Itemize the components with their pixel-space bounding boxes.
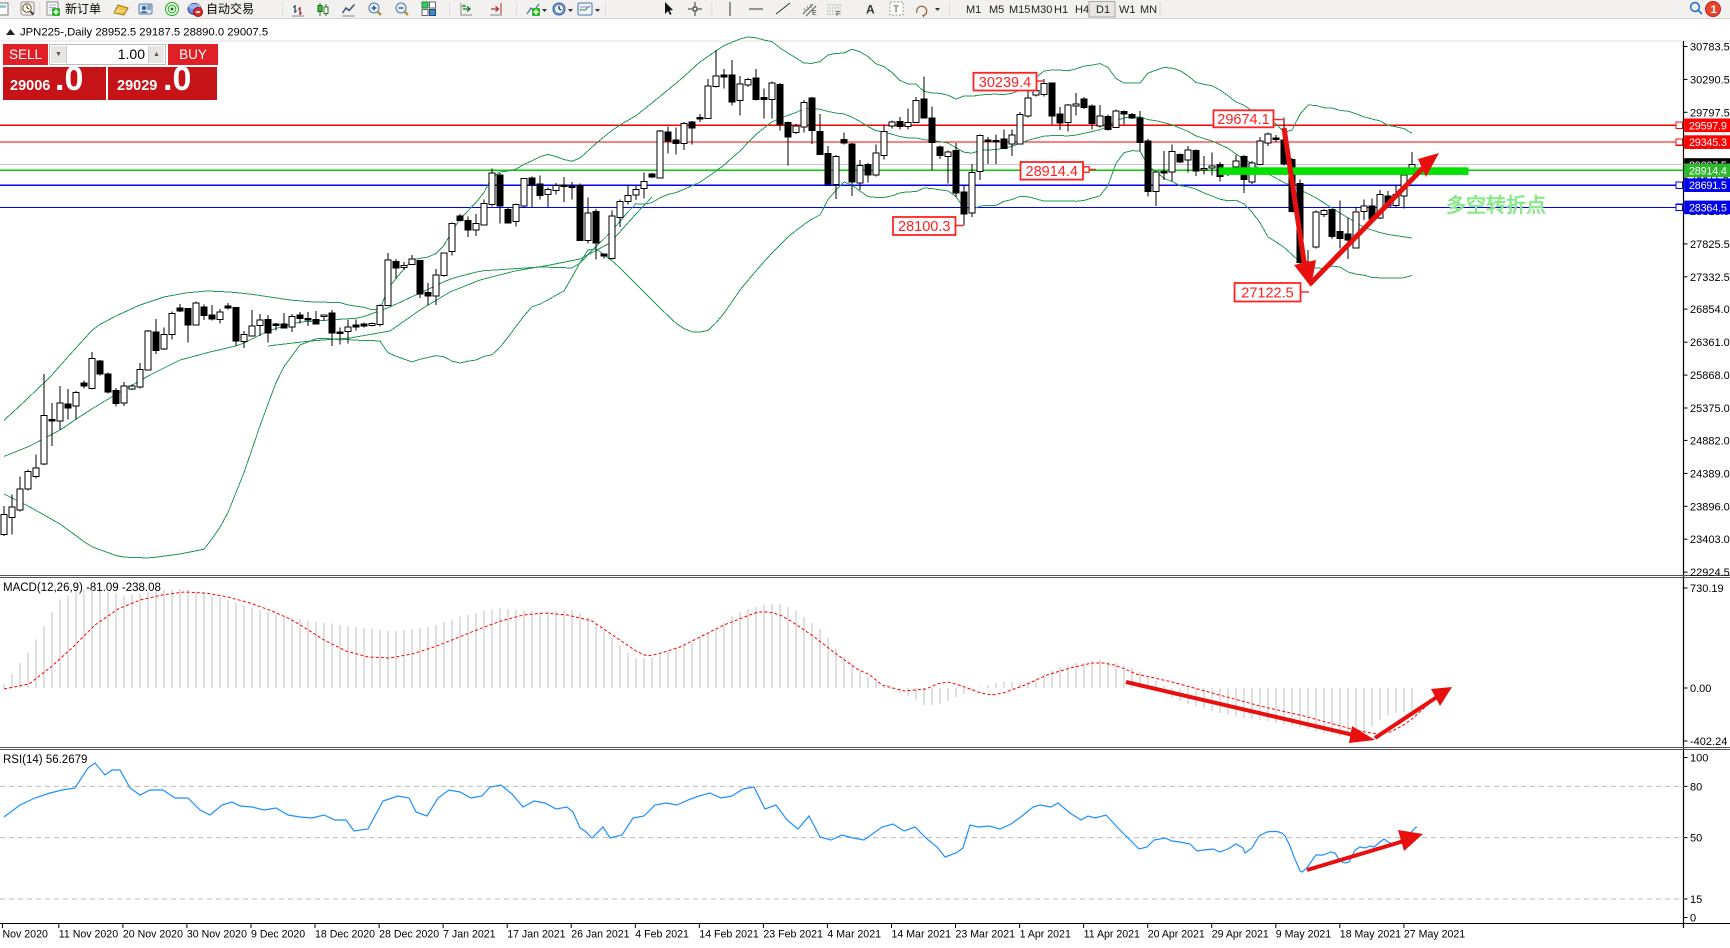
svg-text:新订单: 新订单	[65, 1, 101, 16]
svg-text:F: F	[836, 11, 840, 18]
svg-text:28691.5: 28691.5	[1689, 180, 1727, 192]
svg-text:30239.4: 30239.4	[979, 75, 1031, 91]
svg-text:MN: MN	[1140, 4, 1157, 16]
svg-text:100: 100	[1690, 753, 1708, 765]
svg-text:28914.4: 28914.4	[1026, 164, 1078, 180]
svg-text:730.19: 730.19	[1690, 583, 1724, 595]
svg-text:自动交易: 自动交易	[206, 1, 254, 16]
svg-text:22924.5: 22924.5	[1690, 567, 1730, 579]
svg-text:H4: H4	[1075, 4, 1089, 16]
svg-text:1 Apr 2021: 1 Apr 2021	[1020, 929, 1071, 941]
svg-text:23 Feb 2021: 23 Feb 2021	[763, 929, 823, 941]
svg-text:24389.0: 24389.0	[1690, 468, 1730, 480]
svg-text:23403.0: 23403.0	[1690, 534, 1730, 546]
svg-text:T: T	[893, 5, 899, 16]
svg-text:29345.3: 29345.3	[1689, 137, 1727, 149]
svg-text:20 Apr 2021: 20 Apr 2021	[1148, 929, 1205, 941]
svg-text:M30: M30	[1031, 4, 1052, 16]
svg-text:28914.4: 28914.4	[1689, 165, 1727, 177]
svg-text:27332.5: 27332.5	[1690, 272, 1730, 284]
svg-text:E: E	[812, 10, 817, 17]
svg-text:A: A	[866, 3, 875, 17]
svg-text:25375.0: 25375.0	[1690, 403, 1730, 415]
svg-text:80: 80	[1690, 781, 1702, 793]
svg-text:0.00: 0.00	[1690, 683, 1711, 695]
svg-text:28364.5: 28364.5	[1689, 202, 1727, 214]
svg-text:M1: M1	[966, 4, 981, 16]
svg-text:JPN225-,Daily 28952.5 29187.5: JPN225-,Daily 28952.5 29187.5 28890.0 29…	[20, 27, 268, 39]
svg-text:30 Nov 2020: 30 Nov 2020	[187, 929, 247, 941]
svg-text:29674.1: 29674.1	[1217, 112, 1269, 128]
svg-text:MACD(12,26,9) -81.09 -238.08: MACD(12,26,9) -81.09 -238.08	[3, 582, 161, 594]
svg-text:15: 15	[1690, 894, 1702, 906]
svg-text:26 Jan 2021: 26 Jan 2021	[571, 929, 629, 941]
svg-text:30290.5: 30290.5	[1690, 74, 1730, 86]
svg-text:28 Dec 2020: 28 Dec 2020	[379, 929, 439, 941]
svg-text:9 Dec 2020: 9 Dec 2020	[251, 929, 305, 941]
svg-text:20 Nov 2020: 20 Nov 2020	[123, 929, 183, 941]
svg-text:27825.5: 27825.5	[1690, 239, 1730, 251]
svg-text:Nov 2020: Nov 2020	[3, 929, 48, 941]
svg-text:17 Jan 2021: 17 Jan 2021	[507, 929, 565, 941]
svg-text:27122.5: 27122.5	[1241, 285, 1293, 301]
svg-text:-402.24: -402.24	[1690, 736, 1727, 748]
svg-text:4 Feb 2021: 4 Feb 2021	[635, 929, 689, 941]
svg-text:23896.0: 23896.0	[1690, 501, 1730, 513]
svg-text:29 Apr 2021: 29 Apr 2021	[1212, 929, 1269, 941]
svg-text:W1: W1	[1119, 4, 1136, 16]
svg-text:M5: M5	[989, 4, 1004, 16]
svg-text:25868.0: 25868.0	[1690, 370, 1730, 382]
svg-text:18 Dec 2020: 18 Dec 2020	[315, 929, 375, 941]
svg-text:1: 1	[1711, 4, 1717, 16]
svg-text:7 Jan 2021: 7 Jan 2021	[443, 929, 496, 941]
svg-text:9 May 2021: 9 May 2021	[1276, 929, 1331, 941]
svg-text:0: 0	[1690, 913, 1696, 925]
svg-text:18 May 2021: 18 May 2021	[1340, 929, 1401, 941]
svg-text:30783.5: 30783.5	[1690, 42, 1730, 54]
svg-text:29797.5: 29797.5	[1690, 107, 1730, 119]
svg-text:14 Mar 2021: 14 Mar 2021	[892, 929, 952, 941]
svg-text:24882.0: 24882.0	[1690, 435, 1730, 447]
svg-text:11 Nov 2020: 11 Nov 2020	[59, 929, 118, 941]
svg-text:26854.0: 26854.0	[1690, 304, 1730, 316]
svg-text:23 Mar 2021: 23 Mar 2021	[956, 929, 1016, 941]
svg-text:14 Feb 2021: 14 Feb 2021	[699, 929, 759, 941]
svg-text:11 Apr 2021: 11 Apr 2021	[1084, 929, 1140, 941]
svg-text:D1: D1	[1096, 4, 1110, 16]
svg-text:27 May 2021: 27 May 2021	[1404, 929, 1465, 941]
svg-text:29597.9: 29597.9	[1689, 120, 1727, 132]
svg-text:M15: M15	[1009, 4, 1030, 16]
svg-text:多空转折点: 多空转折点	[1446, 193, 1546, 217]
svg-text:RSI(14) 56.2679: RSI(14) 56.2679	[3, 754, 87, 766]
svg-text:4 Mar 2021: 4 Mar 2021	[827, 929, 881, 941]
svg-text:28100.3: 28100.3	[898, 219, 950, 235]
svg-text:50: 50	[1690, 833, 1702, 845]
svg-text:26361.0: 26361.0	[1690, 337, 1730, 349]
svg-text:H1: H1	[1054, 4, 1068, 16]
